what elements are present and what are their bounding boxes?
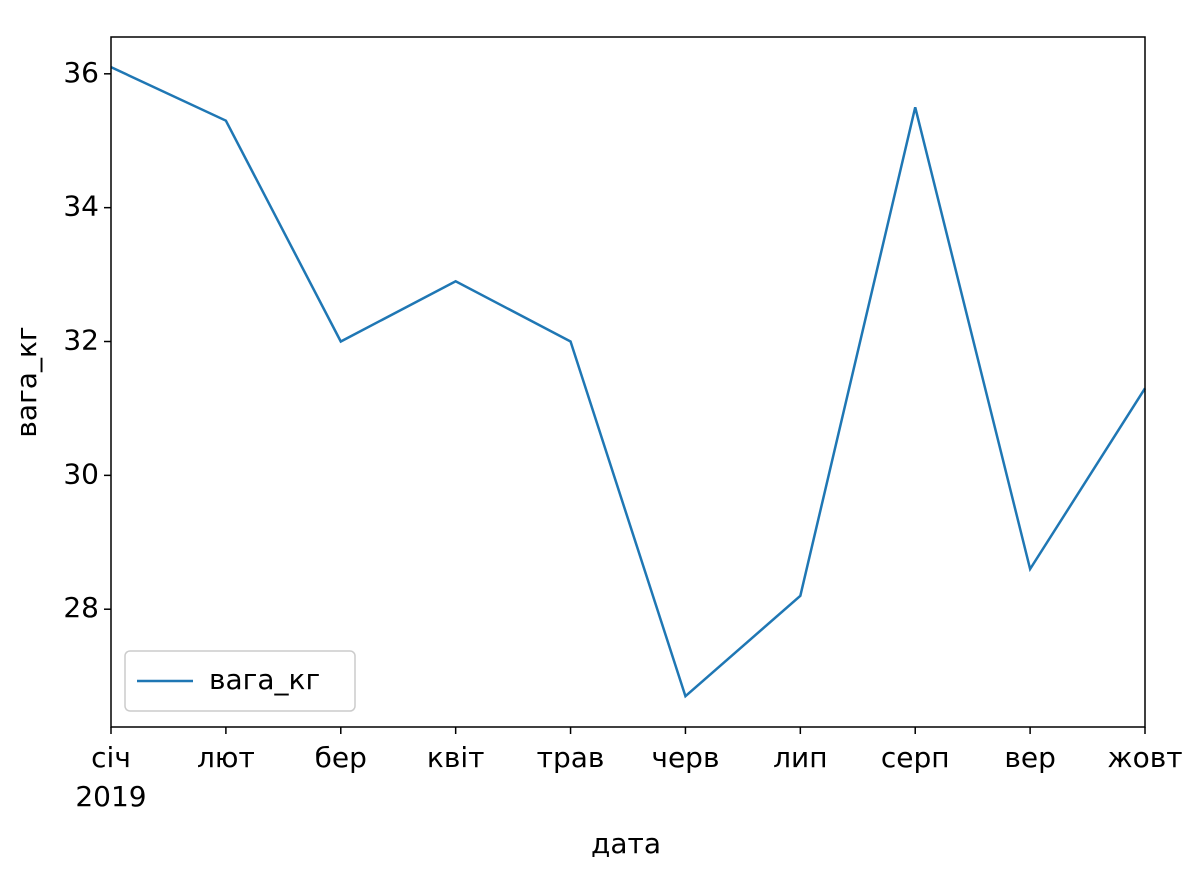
- x-tick-label: серп: [881, 741, 950, 774]
- x-tick-label: черв: [651, 741, 719, 774]
- x-tick-label: жовт: [1107, 741, 1182, 774]
- y-axis-label: вага_кг: [10, 326, 43, 437]
- legend-label: вага_кг: [209, 663, 320, 696]
- y-tick-label: 34: [63, 190, 99, 223]
- plot-frame: [110, 36, 1146, 728]
- x-tick-label: січ: [91, 741, 131, 774]
- x-tick-label: бер: [315, 741, 367, 774]
- data-line: [110, 65, 1147, 699]
- x-year-label: 2019: [75, 780, 146, 813]
- x-tick-label: трав: [537, 741, 605, 774]
- y-tick-label: 32: [63, 324, 99, 357]
- x-tick-label: вер: [1004, 741, 1056, 774]
- x-tick-label: лип: [773, 741, 827, 774]
- x-tick-label: лют: [197, 741, 255, 774]
- x-tick-label: квіт: [427, 741, 485, 774]
- y-tick-label: 30: [63, 457, 99, 490]
- y-tick-label: 28: [63, 591, 99, 624]
- x-axis-label: дата: [591, 827, 661, 860]
- legend-box: [124, 650, 356, 712]
- y-tick-label: 36: [63, 56, 99, 89]
